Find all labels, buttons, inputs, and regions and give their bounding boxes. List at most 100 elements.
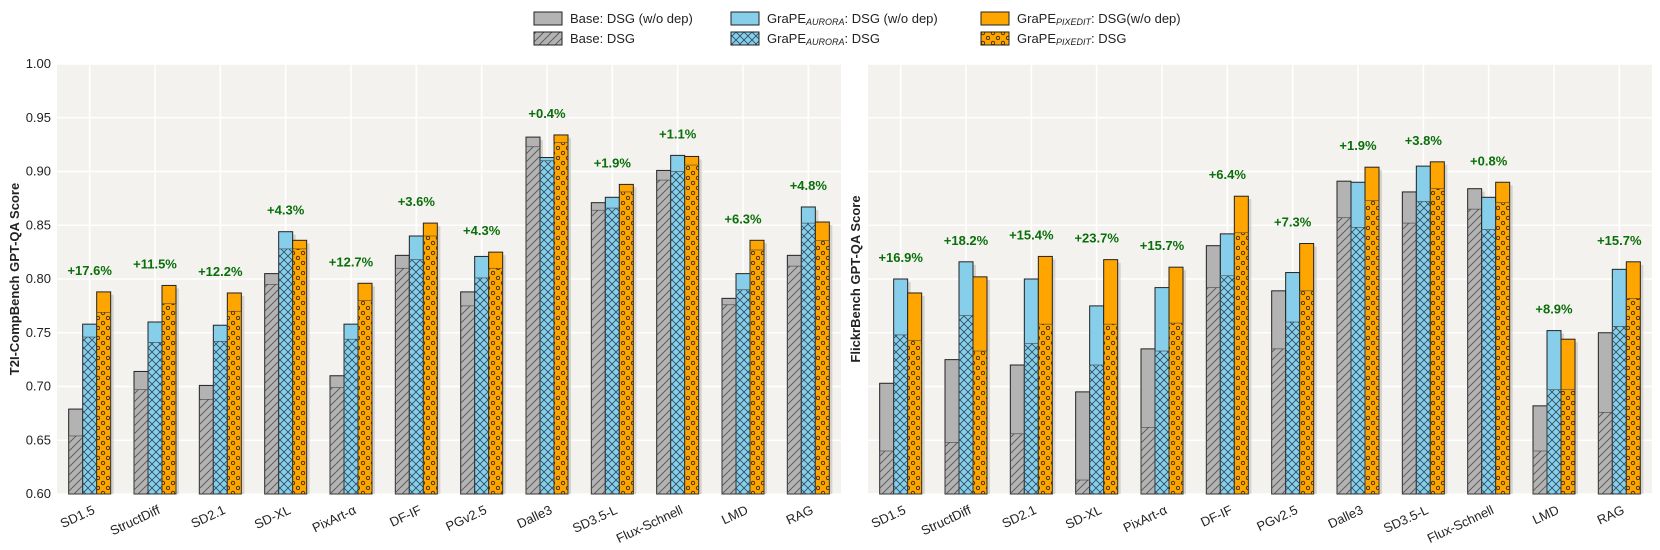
bar-group-11: +4.8% <box>786 178 833 495</box>
bar-base-dsg <box>656 179 671 495</box>
x-tick-label: Dalle3 <box>515 502 555 531</box>
bar-base-dsg <box>1140 427 1156 495</box>
bar-aurora-dsg <box>409 259 424 495</box>
legend-swatch-pattern <box>980 31 1010 46</box>
bar-group-3: +4.3% <box>264 203 310 495</box>
bar-group-11: +15.7% <box>1597 233 1644 495</box>
y-tick-label: 0.90 <box>26 164 51 179</box>
bar-base-wo-dep <box>1075 391 1091 495</box>
bar-base-dsg <box>525 146 541 495</box>
bar-base-dsg <box>787 265 802 495</box>
bar-pixedit-dsg <box>553 142 569 495</box>
bar-base-dsg <box>133 389 149 495</box>
gain-annotation: +15.4% <box>1009 227 1054 242</box>
x-tick-label: SD3.5-L <box>1381 502 1431 536</box>
bar-aurora-dsg <box>801 222 816 495</box>
bar-group-9: +1.1% <box>656 126 702 495</box>
legend-item-base_dsg: Base: DSG <box>533 31 635 46</box>
bar-aurora-dsg <box>539 160 555 495</box>
gain-annotation: +11.5% <box>133 256 177 271</box>
x-tick-label: SD-XL <box>1063 502 1104 532</box>
chart-panel-1: 0.60 0.65 0.70 0.75 0.80 0.85 0.90 0.95 1.00 T2I-… <box>7 56 841 546</box>
x-tick-label: LMD <box>1530 502 1561 527</box>
bar-aurora-dsg <box>1089 364 1104 495</box>
gain-annotation: +0.4% <box>528 106 566 121</box>
x-tick-label: SD1.5 <box>58 502 97 531</box>
bar-group-3: +23.7% <box>1074 231 1121 495</box>
bar-base-dsg <box>591 209 606 495</box>
bar-pixedit-dsg <box>1103 323 1118 495</box>
bar-aurora-dsg <box>958 315 974 495</box>
bar-base-dsg <box>68 435 83 495</box>
x-tick-label: PixArt-α <box>1121 502 1170 535</box>
x-tick-label: DF-IF <box>1198 502 1234 530</box>
bar-aurora-dsg <box>1546 389 1562 495</box>
bar-group-1: +11.5% <box>133 256 179 495</box>
bar-aurora-dsg <box>1285 321 1300 495</box>
bar-group-7: +1.9% <box>1336 138 1382 495</box>
bar-pixedit-dsg <box>972 350 988 495</box>
chart-panel-2: FlickrBench GPT-QA Score +16.9% SD1.5 +18.2… <box>848 63 1652 546</box>
bar-group-10: +6.3% <box>721 211 767 495</box>
legend: Base: DSG (w/o dep) Base: DSG GraPEAURORA:… <box>533 11 1181 47</box>
gain-annotation: +15.7% <box>1140 238 1185 253</box>
x-tick-label: PixArt-α <box>310 502 359 535</box>
bar-base-dsg <box>1075 479 1090 495</box>
gain-annotation: +3.6% <box>398 194 436 209</box>
bar-base-dsg <box>1010 433 1025 495</box>
gain-annotation: +17.6% <box>67 263 112 278</box>
x-tick-label: LMD <box>719 502 750 527</box>
bar-base-dsg <box>879 450 894 495</box>
y-tick-label: 1.00 <box>26 56 51 71</box>
bar-group-4: +15.7% <box>1140 238 1186 495</box>
bar-base-dsg <box>1206 287 1221 495</box>
gain-annotation: +0.8% <box>1470 153 1508 168</box>
x-tick-label: DF-IF <box>387 502 423 530</box>
bar-group-8: +1.9% <box>590 155 637 495</box>
x-tick-label: Dalle3 <box>1326 502 1366 531</box>
x-tick-label: Flux-Schnell <box>614 502 685 546</box>
bar-pixedit-dsg <box>292 248 307 495</box>
bar-pixedit-dsg <box>815 240 830 495</box>
gain-annotation: +8.9% <box>1535 302 1573 317</box>
gain-annotation: +6.4% <box>1209 167 1247 182</box>
gain-annotation: +4.3% <box>267 203 305 218</box>
bar-group-2: +12.2% <box>198 264 245 495</box>
gain-annotation: +15.7% <box>1597 233 1642 248</box>
bar-base-dsg <box>395 267 410 495</box>
gain-annotation: +1.9% <box>1339 138 1377 153</box>
bar-pixedit-dsg <box>619 191 634 495</box>
legend-swatch <box>533 11 563 26</box>
bar-group-10: +8.9% <box>1532 302 1578 495</box>
gain-annotation: +16.9% <box>878 250 923 265</box>
y-tick-label: 0.70 <box>26 379 51 394</box>
bar-pixedit-dsg <box>1430 188 1445 495</box>
bar-pixedit-dsg <box>1168 322 1184 495</box>
bar-group-6: +7.3% <box>1271 215 1317 495</box>
bar-base-dsg <box>1402 222 1417 495</box>
bar-pixedit-dsg <box>161 303 177 495</box>
bar-base-dsg <box>1532 450 1548 495</box>
bar-pixedit-dsg <box>423 235 438 495</box>
bar-pixedit-dsg <box>357 300 373 495</box>
x-tick-label: RAG <box>1595 502 1627 528</box>
bar-group-5: +6.4% <box>1205 167 1252 495</box>
legend-label: Base: DSG <box>570 31 635 46</box>
bar-pixedit-dsg <box>1626 298 1641 495</box>
bar-group-7: +0.4% <box>525 106 571 495</box>
gain-annotation: +4.8% <box>790 178 828 193</box>
bar-base-dsg <box>264 284 279 495</box>
legend-item-aurora_wo: GraPEAURORA: DSG (w/o dep) <box>730 11 938 27</box>
bar-base-dsg <box>329 387 345 495</box>
legend-item-aurora_dsg: GraPEAURORA: DSG <box>730 31 880 47</box>
legend-item-pixedit_wo: GraPEPIXEDIT: DSG(w/o dep) <box>980 11 1181 27</box>
legend-label: Base: DSG (w/o dep) <box>570 11 693 26</box>
bar-pixedit-dsg <box>684 164 699 495</box>
gain-annotation: +6.3% <box>724 211 762 226</box>
bar-base-dsg <box>1336 217 1352 495</box>
bar-base-dsg <box>1467 208 1482 495</box>
bar-pixedit-dsg <box>227 310 242 495</box>
bar-aurora-dsg <box>670 171 685 495</box>
x-tick-label: SD3.5-L <box>570 502 620 536</box>
bar-aurora-dsg <box>82 336 97 495</box>
